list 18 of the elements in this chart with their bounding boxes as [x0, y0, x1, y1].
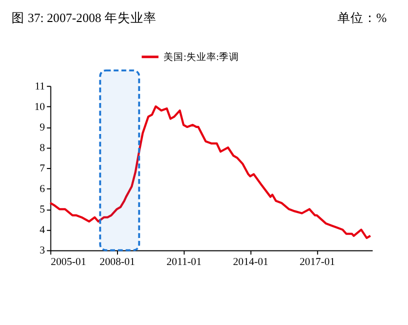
x-tick-label: 2005-01 — [50, 257, 86, 268]
text: 单位：% — [337, 11, 388, 26]
y-tick-label: 9 — [40, 122, 45, 134]
x-tick-label: 2017-01 — [300, 257, 336, 268]
y-tick-label: 8 — [40, 142, 45, 154]
y-tick-label: 4 — [40, 225, 46, 236]
x-tick-label: 2011-01 — [166, 257, 202, 268]
y-tick-label: 3 — [40, 246, 45, 257]
x-tick-label: 2014-01 — [232, 257, 268, 268]
y-tick-label: 10 — [34, 102, 45, 113]
chart-title: 图 37: 2007-2008 年失业率 — [12, 10, 156, 26]
y-tick-label: 5 — [40, 204, 45, 216]
y-tick-label: 7 — [40, 163, 45, 174]
y-tick-label: 11 — [34, 81, 45, 92]
y-tick-label: 6 — [40, 184, 45, 195]
x-tick-label: 2008-01 — [100, 257, 136, 268]
legend-label: 美国:失业率:季调 — [164, 50, 239, 63]
line-series — [49, 105, 372, 239]
